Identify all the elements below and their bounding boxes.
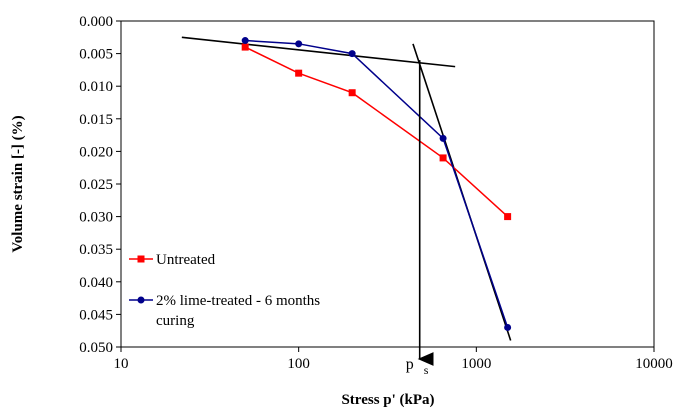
y-tick-label: 0.005 [79,47,113,63]
construction-line-1 [181,36,456,68]
legend-label-untreated: Untreated [156,252,216,268]
point-lime-treated [241,37,249,45]
y-tick-label: 0.010 [79,79,113,95]
legend-label-lime-treated-line1: 2% lime-treated - 6 months [156,293,320,309]
point-lime-treated [439,134,447,142]
legend-marker-lime-treated [137,296,145,304]
ps-label: p [406,356,414,373]
x-axis-ticks: 10 100 1000 10000 [114,347,673,372]
series-layer [241,37,512,331]
series-line-untreated [244,46,509,218]
point-untreated [241,43,249,51]
point-lime-treated [348,50,356,58]
x-tick-label: 1000 [461,356,491,372]
legend-marker-untreated [137,255,145,263]
y-tick-label: 0.035 [79,242,113,258]
y-tick-label: 0.015 [79,112,113,128]
point-untreated [348,89,356,97]
y-tick-label: 0.050 [79,340,113,356]
point-lime-treated [504,323,512,331]
point-untreated [504,213,512,221]
point-untreated [439,154,447,162]
y-tick-label: 0.020 [79,144,113,160]
y-tick-label: 0.040 [79,275,113,291]
legend-label-lime-treated-line2: curing [156,313,195,329]
y-tick-label: 0.000 [79,14,113,30]
x-axis-title: Stress p' (kPa) [341,392,434,408]
x-tick-label: 10000 [635,356,673,372]
point-untreated [295,69,303,77]
y-axis-title: Volume strain [-] (%) [10,115,26,252]
series-line-lime-treated [245,39,509,328]
x-tick-label: 100 [287,356,310,372]
y-tick-label: 0.045 [79,307,113,323]
y-axis-ticks: 0.000 0.005 0.010 0.015 0.020 0.025 0.030 0.035… [79,14,121,356]
legend-entry-lime-treated: 2% lime-treated - 6 months curing [129,293,320,329]
point-lime-treated [295,40,303,48]
x-tick-label: 10 [114,356,129,372]
legend-entry-untreated: Untreated [129,252,216,268]
y-tick-label: 0.025 [79,177,113,193]
y-tick-label: 0.030 [79,210,113,226]
ps-label-subscript: s [424,363,429,377]
legend: Untreated 2% lime-treated - 6 months cur… [129,252,320,329]
